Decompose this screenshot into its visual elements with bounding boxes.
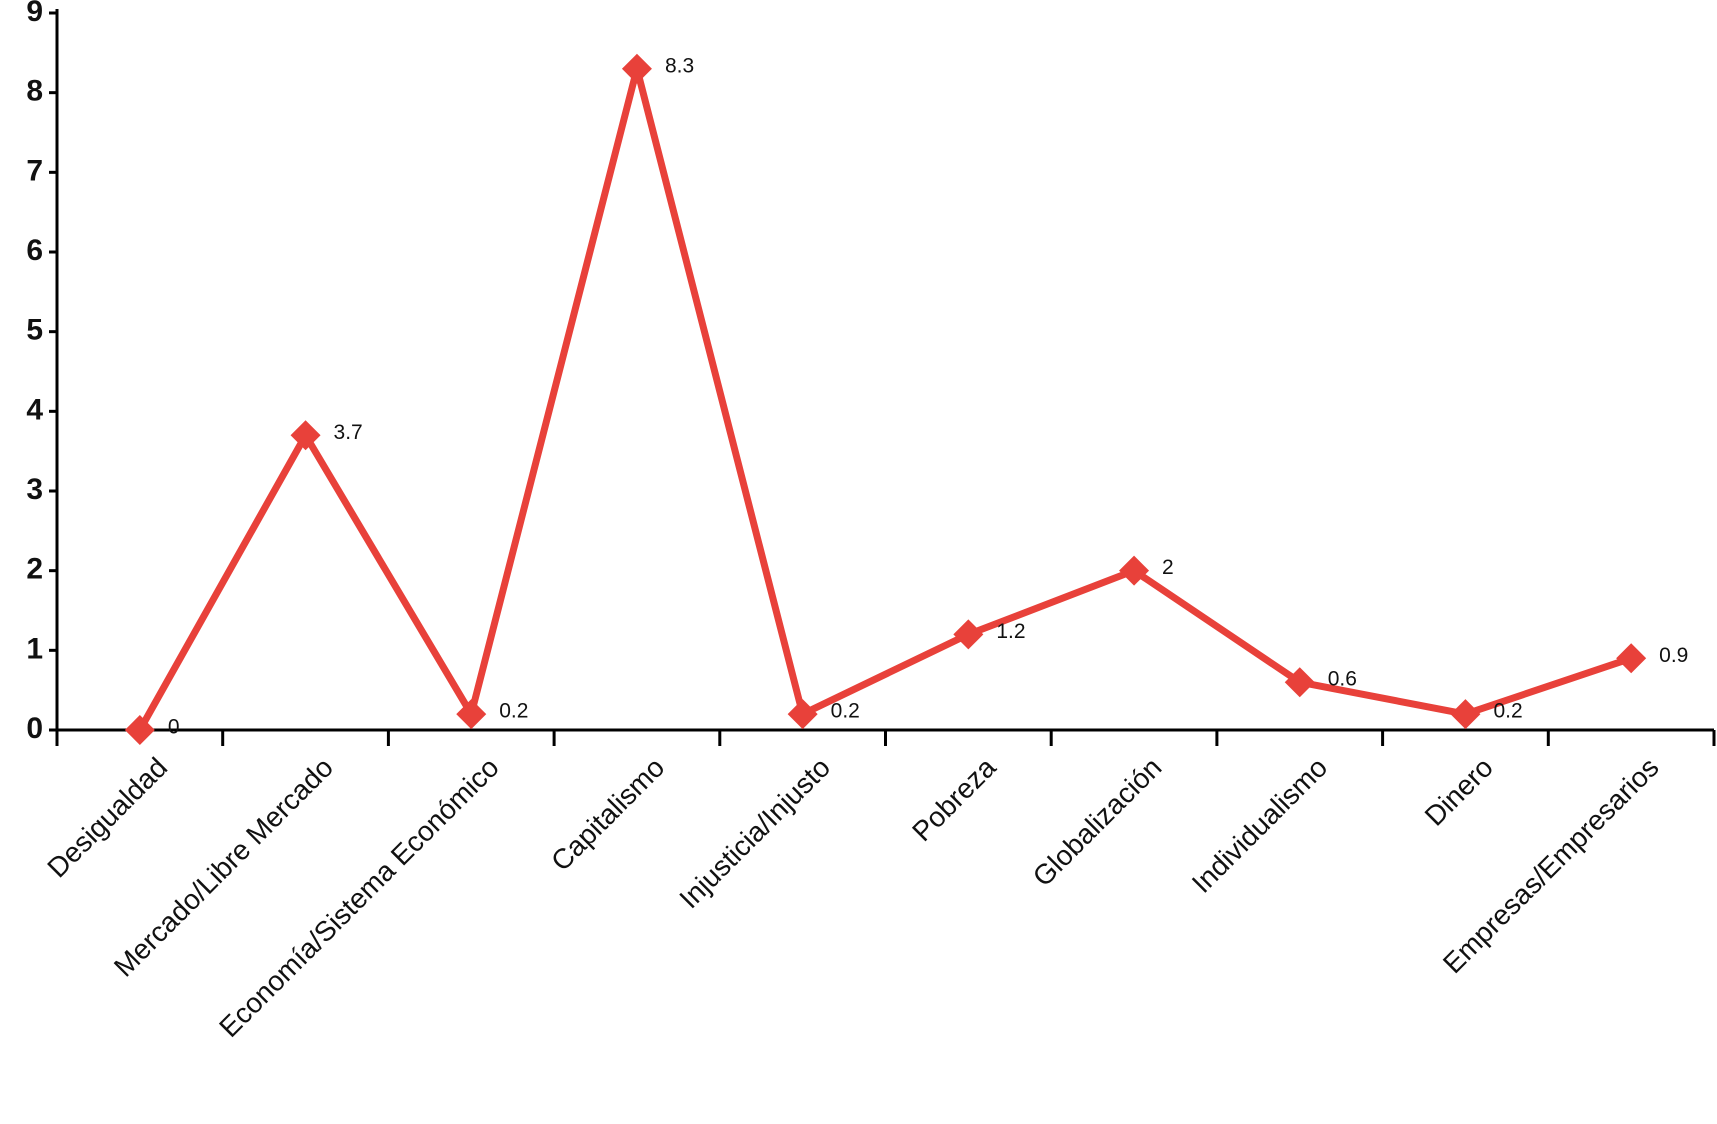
marker: [787, 699, 818, 730]
x-tick-label: Dinero: [1419, 752, 1499, 832]
value-label: 0.9: [1659, 644, 1688, 667]
marker: [1450, 699, 1481, 730]
marker: [1119, 555, 1150, 586]
marker: [1284, 667, 1315, 698]
marker: [953, 619, 984, 650]
x-tick-label: Capitalismo: [545, 752, 670, 877]
x-tick-label: Pobreza: [906, 751, 1002, 847]
value-label: 0.2: [1493, 700, 1522, 723]
y-tick-label: 6: [26, 234, 43, 267]
value-label: 0.2: [499, 700, 528, 723]
marker: [456, 699, 487, 730]
marker: [124, 715, 155, 745]
value-label: 0.2: [831, 700, 860, 723]
value-label: 2: [1162, 556, 1174, 579]
y-tick-label: 3: [26, 473, 43, 506]
data-line: [136, 65, 1633, 732]
y-tick-label: 0: [26, 712, 43, 745]
y-tick-label: 5: [26, 314, 43, 347]
marker: [290, 420, 321, 451]
y-tick-label: 9: [26, 0, 43, 28]
value-label: 0.6: [1328, 668, 1357, 691]
value-label: 3.7: [334, 421, 363, 444]
x-tick-label: Globalización: [1027, 752, 1168, 893]
y-tick-label: 1: [26, 632, 43, 665]
marker: [1616, 643, 1647, 674]
x-tick-label: Injusticia/Injusto: [673, 752, 836, 915]
y-tick-label: 8: [26, 75, 43, 108]
y-tick-label: 4: [26, 393, 43, 426]
marker: [621, 53, 652, 84]
y-tick-label: 7: [26, 154, 43, 187]
value-label: 0: [168, 716, 180, 739]
x-tick-label: Desigualdad: [41, 752, 173, 884]
y-tick-label: 2: [26, 553, 43, 586]
value-label: 8.3: [665, 54, 694, 77]
x-tick-label: Economía/Sistema Económico: [213, 752, 505, 1044]
x-tick-label: Individualismo: [1186, 752, 1333, 899]
value-label: 1.2: [996, 620, 1025, 643]
